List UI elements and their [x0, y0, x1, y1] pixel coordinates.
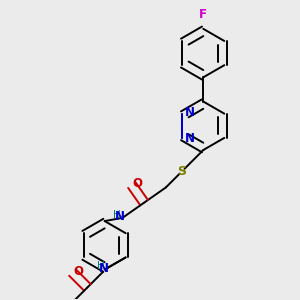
- Text: F: F: [199, 8, 207, 21]
- Text: N: N: [184, 106, 194, 119]
- Text: N: N: [184, 132, 194, 146]
- Text: S: S: [177, 165, 186, 178]
- Text: H: H: [113, 210, 121, 220]
- Text: N: N: [99, 262, 109, 275]
- Text: H: H: [97, 261, 105, 271]
- Text: O: O: [133, 177, 143, 190]
- Text: N: N: [115, 210, 125, 224]
- Text: O: O: [73, 265, 83, 278]
